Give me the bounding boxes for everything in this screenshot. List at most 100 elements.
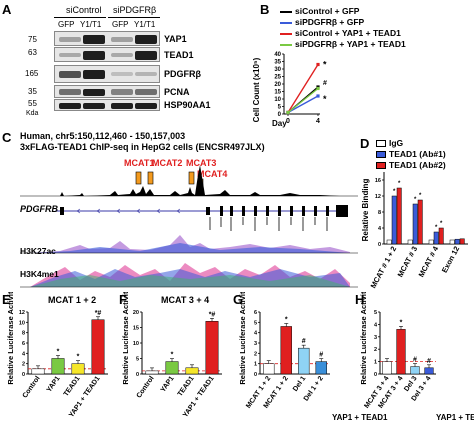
panel-c-tracks xyxy=(20,165,358,288)
sig-label: * xyxy=(400,319,403,326)
gene-exon xyxy=(278,206,281,216)
panel-h-chart: Relative Luciferase Activity 012345MCAT … xyxy=(359,292,474,422)
gene-exon xyxy=(230,206,233,216)
gene-exon xyxy=(242,206,245,216)
category-label: TEAD1 xyxy=(63,375,82,398)
panel-d-y-tick-label: 0 xyxy=(378,242,381,248)
panel-d-bar xyxy=(396,187,402,245)
y-tick-label: 20 xyxy=(133,310,139,316)
panel-d-bar xyxy=(417,199,423,245)
category-label: YAP1 xyxy=(46,375,62,394)
panel-d-bar xyxy=(438,227,444,245)
bar xyxy=(298,347,310,375)
blot-row-pcna xyxy=(54,85,160,98)
panel-f-title: MCAT 3 + 4 xyxy=(161,295,209,305)
bar xyxy=(71,363,85,375)
panels-efgh-luciferase: MCAT 1 + 2 Relative Luciferase Activity … xyxy=(6,292,474,422)
sig-label: # xyxy=(319,352,323,359)
panel-letter-g: G xyxy=(233,292,244,307)
track-label-h3k27ac: H3K27ac xyxy=(20,246,56,256)
bar xyxy=(91,319,105,375)
y-tick-label: 1 xyxy=(254,362,257,368)
panel-d-ylabel: Relative Binding xyxy=(361,179,370,242)
y-tick-label: 3 xyxy=(254,341,257,347)
sig-label: * xyxy=(285,316,288,323)
panel-b-y-tick-label: 20 xyxy=(274,82,281,88)
bar xyxy=(145,370,159,375)
y-tick-label: 4 xyxy=(22,351,26,357)
gene-exon xyxy=(302,206,305,216)
y-tick-label: 4 xyxy=(374,322,378,328)
panel-b-sig-hash: # xyxy=(323,80,327,87)
panel-d-bar xyxy=(428,239,434,245)
panel-d-sig-star: * xyxy=(393,189,396,195)
panel-d-bar xyxy=(449,239,455,245)
panel-b-y-tick-label: 25 xyxy=(274,75,281,81)
panel-c-title-line1: Human, chr5:150,112,460 - 150,157,003 xyxy=(20,131,186,141)
y-tick-label: 6 xyxy=(22,341,25,347)
legend-swatch-red xyxy=(280,33,292,35)
y-tick-label: 8 xyxy=(22,331,25,337)
gene-exon xyxy=(326,206,329,216)
panel-b-series-line xyxy=(287,95,319,114)
marker-55: 55 xyxy=(28,99,37,108)
y-tick-label: 15 xyxy=(133,326,139,332)
panel-e-chart: MCAT 1 + 2 Relative Luciferase Activity … xyxy=(6,292,108,419)
panel-letter-e: E xyxy=(2,292,11,307)
legend-item-tead1-ab2: TEAD1 (Ab#2) xyxy=(376,160,472,171)
panel-b-ylabel: Cell Count (x10⁵) xyxy=(252,57,261,122)
bar xyxy=(31,368,45,375)
blot-row-tead1 xyxy=(54,47,160,62)
y-tick-label: 5 xyxy=(374,310,377,316)
gene-exon xyxy=(206,207,210,215)
category-label: Control xyxy=(136,375,156,399)
panel-b-y-tick-label: 0 xyxy=(278,112,282,118)
y-tick-label: 10 xyxy=(133,341,139,347)
legend-label: IgG xyxy=(389,138,404,148)
y-tick-label: 0 xyxy=(374,372,377,378)
legend-label: siControl + YAP1 + TEAD1 xyxy=(295,28,401,38)
y-tick-label: 1 xyxy=(374,360,377,366)
panel-d-sig-star: * xyxy=(419,193,422,199)
legend-label: TEAD1 (Ab#1) xyxy=(389,149,446,159)
panel-letter-d: D xyxy=(360,136,370,151)
bar xyxy=(263,363,275,375)
blot-row-yap1 xyxy=(54,31,160,46)
legend-swatch-white xyxy=(376,140,386,147)
protein-label-hsp90aa1: HSP90AA1 xyxy=(164,100,211,110)
sig-label: * xyxy=(57,349,60,356)
panel-d-y-tick-label: 16 xyxy=(375,178,381,184)
y-tick-label: 12 xyxy=(19,310,25,316)
panel-h-yap-tead-label: YAP1 + TEAD1 xyxy=(436,413,474,422)
bar xyxy=(165,361,179,375)
site-label-mcat4: MCAT4 xyxy=(197,169,228,179)
protein-label-pcna: PCNA xyxy=(164,87,190,97)
panel-b-series-line xyxy=(287,64,319,113)
panel-d-sig-star: * xyxy=(414,197,417,203)
panel-d-bar xyxy=(459,238,465,245)
blot-header-sipdgfrb: siPDGFRβ xyxy=(113,5,157,15)
y-tick-label: 5 xyxy=(254,320,257,326)
panel-c-title-line2: 3xFLAG-TEAD1 ChIP-seq in HepG2 cells (EN… xyxy=(20,142,265,152)
panel-d-y-tick-label: 12 xyxy=(375,194,381,200)
panel-b-y-tick-label: 40 xyxy=(274,52,281,58)
sig-label: *# xyxy=(95,310,102,317)
panel-d-category-label: Exon 12 xyxy=(440,245,461,275)
panel-b-y-tick-label: 35 xyxy=(274,60,281,66)
y-tick-label: 6 xyxy=(254,310,257,316)
bar xyxy=(315,361,327,375)
panel-letter-a: A xyxy=(2,2,12,17)
gene-exon xyxy=(266,206,269,216)
protein-label-yap1: YAP1 xyxy=(164,34,187,44)
panel-b-point xyxy=(316,86,320,91)
site-label-mcat3: MCAT3 xyxy=(186,158,217,168)
blot-lane-y1t1-1: Y1/T1 xyxy=(80,20,102,29)
h3k27ac-track-overlay xyxy=(30,243,350,253)
blot-row-pdgfrb xyxy=(54,65,160,83)
blot-header-sicontrol: siControl xyxy=(66,5,102,15)
panel-d-y-tick-label: 8 xyxy=(378,210,381,216)
legend-label: siControl + GFP xyxy=(295,6,360,16)
panel-h-ylabel: Relative Luciferase Activity xyxy=(359,292,368,385)
